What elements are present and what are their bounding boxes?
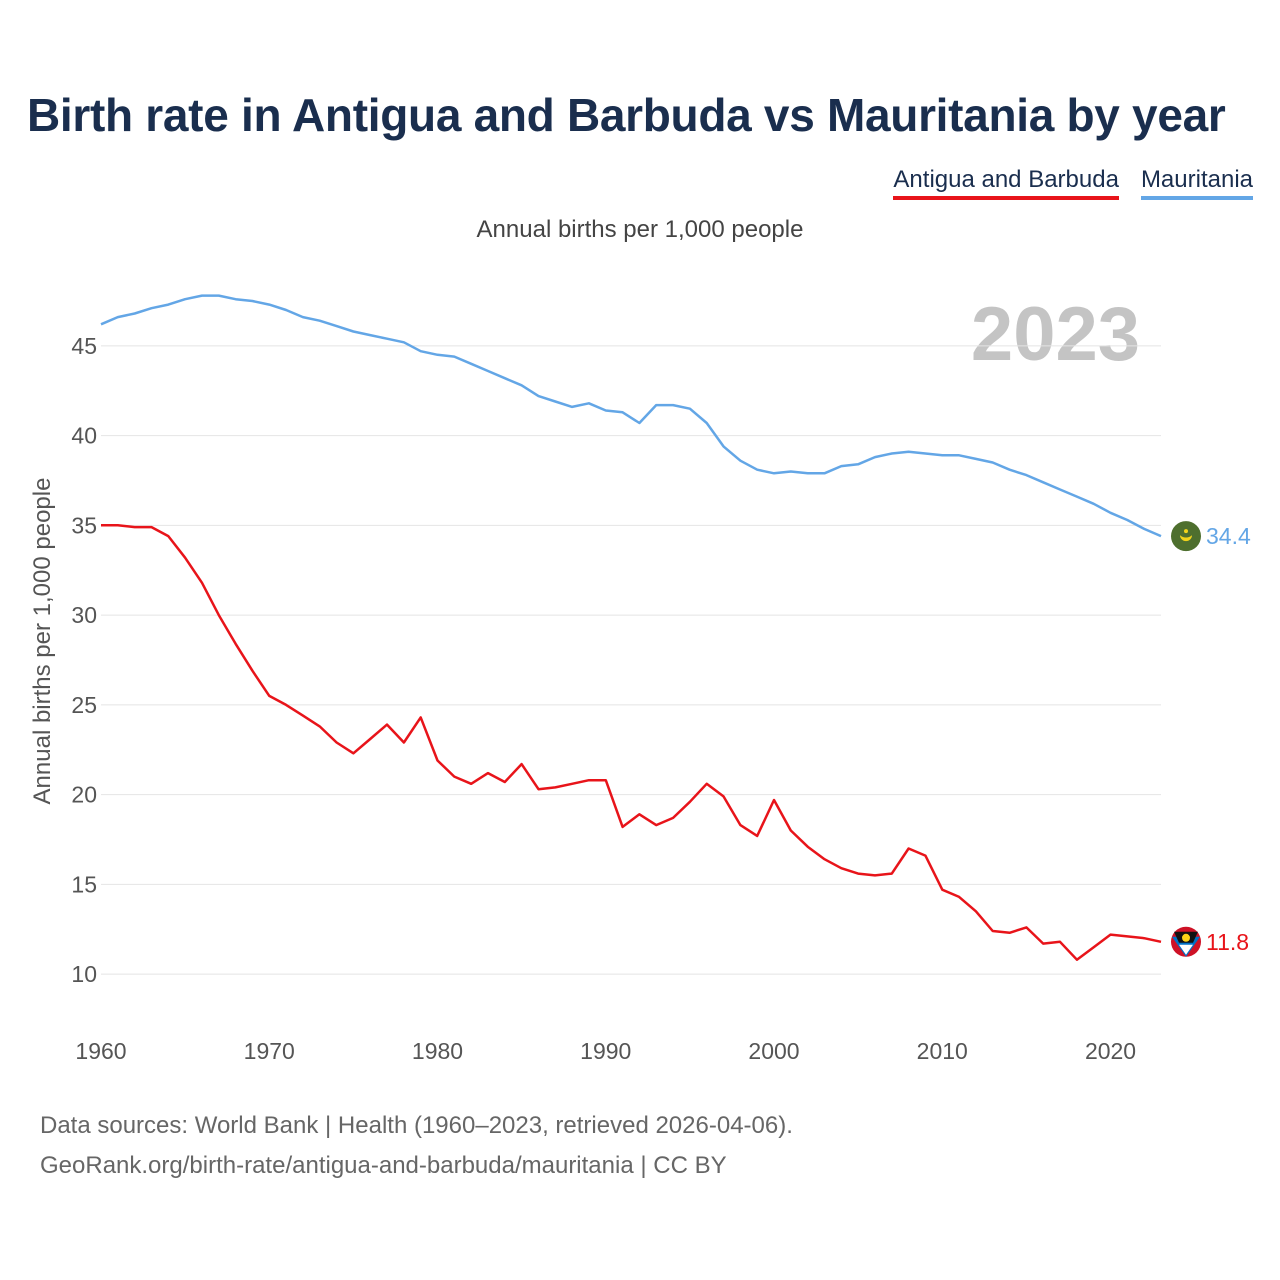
y-tick-label: 25 xyxy=(71,692,97,718)
mauritania-flag-icon xyxy=(1171,521,1201,552)
star-icon xyxy=(1184,529,1188,534)
end-value-label: 11.8 xyxy=(1206,929,1249,955)
x-tick-label: 1970 xyxy=(244,1038,295,1064)
x-tick-label: 1960 xyxy=(75,1038,126,1064)
chart-title: Birth rate in Antigua and Barbuda vs Mau… xyxy=(27,89,1226,141)
chart-subtitle: Annual births per 1,000 people xyxy=(476,216,804,243)
source-url[interactable]: GeoRank.org/birth-rate/antigua-and-barbu… xyxy=(40,1152,727,1179)
y-tick-label: 20 xyxy=(71,782,97,808)
data-sources-note: Data sources: World Bank | Health (1960–… xyxy=(40,1112,793,1139)
crescent-icon xyxy=(1180,535,1192,542)
legend-item-mauritania[interactable]: Mauritania xyxy=(1140,166,1253,200)
y-tick-label: 35 xyxy=(71,512,97,538)
y-tick-label: 40 xyxy=(71,423,97,449)
year-watermark: 2023 xyxy=(971,292,1140,377)
x-tick-label: 1990 xyxy=(580,1038,631,1064)
y-tick-label: 30 xyxy=(71,602,97,628)
footer: Data sources: World Bank | Health (1960–… xyxy=(40,1106,793,1186)
x-tick-label: 2020 xyxy=(1085,1038,1136,1064)
x-tick-label: 2000 xyxy=(748,1038,799,1064)
series-line-antigua-and-barbuda xyxy=(101,524,1162,961)
y-axis-label: Annual births per 1,000 people xyxy=(29,478,56,805)
y-tick-label: 15 xyxy=(71,871,97,897)
y-tick-label: 45 xyxy=(71,333,97,359)
legend-item-antigua-and-barbuda[interactable]: Antigua and Barbuda xyxy=(893,166,1119,200)
series-line-mauritania xyxy=(100,294,1162,538)
end-value-label: 34.4 xyxy=(1206,523,1251,549)
flag-white-band xyxy=(1179,944,1193,955)
y-tick-label: 10 xyxy=(71,961,97,987)
x-tick-label: 2010 xyxy=(917,1038,968,1064)
sun-icon xyxy=(1182,933,1190,942)
x-tick-label: 1980 xyxy=(412,1038,463,1064)
legend: Antigua and Barbuda Mauritania xyxy=(893,166,1253,200)
line-chart: 2023 10 15 20 25 30 35 40 45 1960 1970 1980 1990 2000… xyxy=(29,292,1251,1064)
